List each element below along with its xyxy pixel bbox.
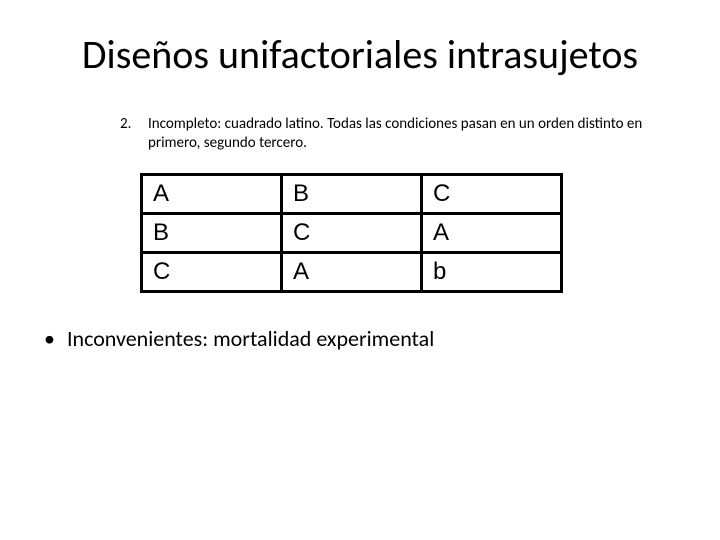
numbered-list-item: 2. Incompleto: cuadrado latino. Todas la… bbox=[120, 115, 650, 153]
bullet-text: Inconvenientes: mortalidad experimental bbox=[67, 325, 434, 352]
slide-title: Diseños unifactoriales intrasujetos bbox=[30, 30, 690, 79]
table-cell: A bbox=[282, 252, 422, 291]
table-cell: B bbox=[142, 213, 282, 252]
table-cell: C bbox=[142, 252, 282, 291]
slide: Diseños unifactoriales intrasujetos 2. I… bbox=[0, 0, 720, 540]
list-text: Incompleto: cuadrado latino. Todas las c… bbox=[148, 115, 650, 153]
table-cell: A bbox=[142, 174, 282, 213]
table-cell: b bbox=[422, 252, 562, 291]
table-row: B C A bbox=[142, 213, 562, 252]
bullet-list-item: • Inconvenientes: mortalidad experimenta… bbox=[44, 325, 690, 352]
table-cell: C bbox=[282, 213, 422, 252]
table-cell: C bbox=[422, 174, 562, 213]
table-row: C A b bbox=[142, 252, 562, 291]
table-cell: B bbox=[282, 174, 422, 213]
list-marker: 2. bbox=[120, 115, 138, 153]
latin-square-table: A B C B C A C A b bbox=[140, 173, 563, 293]
table-row: A B C bbox=[142, 174, 562, 213]
table-cell: A bbox=[422, 213, 562, 252]
latin-square-table-wrap: A B C B C A C A b bbox=[140, 173, 690, 293]
bullet-marker: • bbox=[44, 328, 55, 350]
